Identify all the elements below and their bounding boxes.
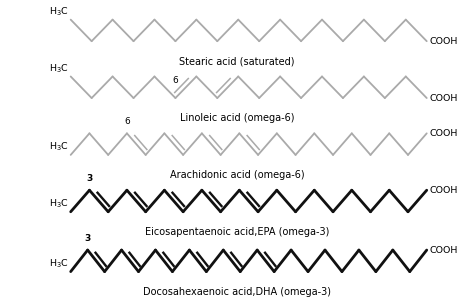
- Text: 6: 6: [173, 76, 178, 85]
- Text: COOH: COOH: [429, 37, 457, 46]
- Text: 3: 3: [86, 174, 92, 183]
- Text: Arachidonic acid (omega-6): Arachidonic acid (omega-6): [170, 170, 304, 180]
- Text: H$_3$C: H$_3$C: [49, 141, 68, 153]
- Text: COOH: COOH: [429, 186, 457, 195]
- Text: H$_3$C: H$_3$C: [49, 258, 68, 270]
- Text: H$_3$C: H$_3$C: [49, 198, 68, 210]
- Text: Linoleic acid (omega-6): Linoleic acid (omega-6): [180, 113, 294, 123]
- Text: COOH: COOH: [429, 129, 457, 138]
- Text: COOH: COOH: [429, 246, 457, 255]
- Text: Docosahexaenoic acid,DHA (omega-3): Docosahexaenoic acid,DHA (omega-3): [143, 286, 331, 297]
- Text: H$_3$C: H$_3$C: [49, 62, 68, 75]
- Text: COOH: COOH: [429, 94, 457, 103]
- Text: 6: 6: [124, 118, 130, 126]
- Text: H$_3$C: H$_3$C: [49, 6, 68, 18]
- Text: Stearic acid (saturated): Stearic acid (saturated): [179, 56, 295, 66]
- Text: Eicosapentaenoic acid,EPA (omega-3): Eicosapentaenoic acid,EPA (omega-3): [145, 227, 329, 237]
- Text: 3: 3: [84, 234, 91, 243]
